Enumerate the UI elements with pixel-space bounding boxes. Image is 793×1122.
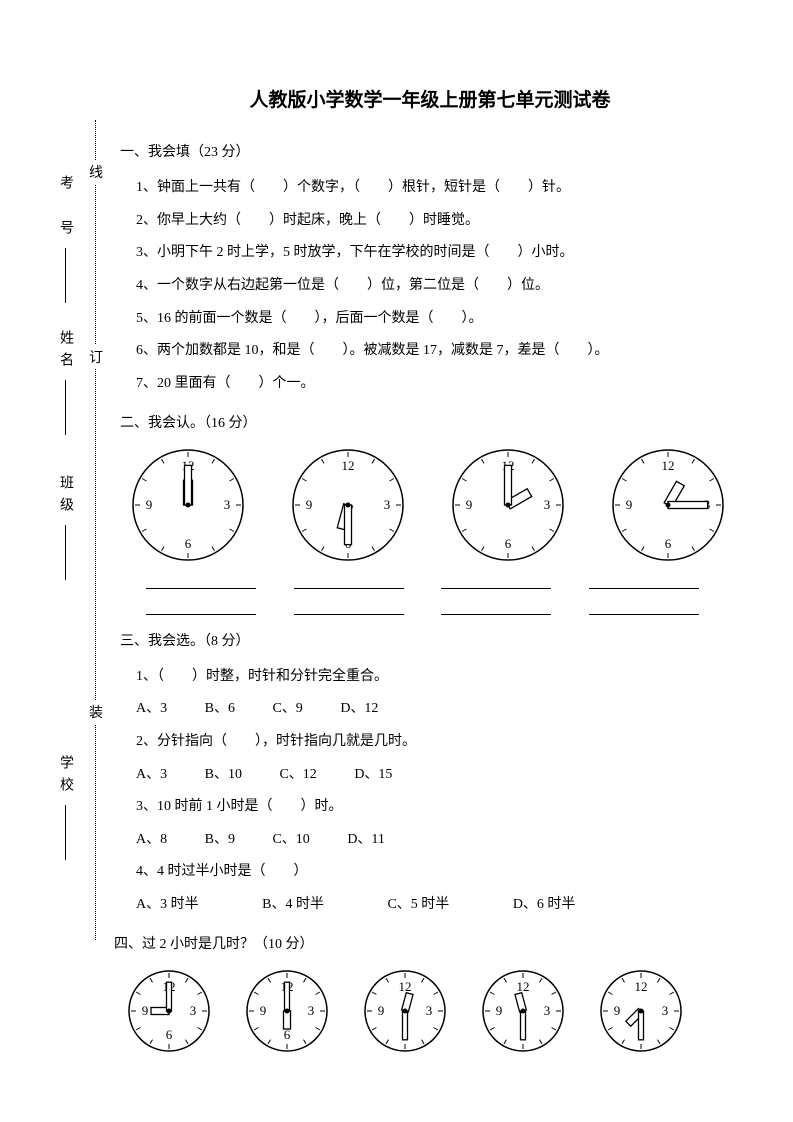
svg-text:3: 3 <box>544 1003 551 1018</box>
s3-q2-C: C、12 <box>279 762 316 789</box>
svg-text:9: 9 <box>496 1003 503 1018</box>
clock-icon: 12369 <box>244 968 330 1054</box>
s1-q5: 5、16 的前面一个数是（ ），后面一个数是（ ）。 <box>136 306 740 333</box>
s3-q2-opts: A、3 B、10 C、12 D、15 <box>136 762 740 789</box>
clock-icon: 12369 <box>290 447 406 563</box>
clock-item: 12369 <box>450 447 566 563</box>
s3-q2: 2、分针指向（ ），时针指向几就是几时。 <box>136 729 740 756</box>
s3-q4-B: B、4 时半 <box>262 892 324 919</box>
main-content: 人教版小学数学一年级上册第七单元测试卷 一、我会填（23 分） 1、钟面上一共有… <box>120 85 740 1062</box>
page-title: 人教版小学数学一年级上册第七单元测试卷 <box>120 85 740 112</box>
s3-q3-C: C、10 <box>272 827 309 854</box>
clock-icon: 12369 <box>362 968 448 1054</box>
s3-q4-opts: A、3 时半 B、4 时半 C、5 时半 D、6 时半 <box>136 892 740 919</box>
svg-text:9: 9 <box>466 497 473 512</box>
binding-char-線: 线 <box>89 160 103 184</box>
svg-text:9: 9 <box>142 1003 149 1018</box>
svg-text:6: 6 <box>166 1027 173 1042</box>
s3-q3-D: D、11 <box>347 827 385 854</box>
svg-text:3: 3 <box>224 497 231 512</box>
binding-label-xuexiao: 学校 <box>55 755 75 860</box>
s3-q4: 4、4 时过半小时是（ ） <box>136 859 740 886</box>
clock-item: 12369 <box>362 968 448 1054</box>
s3-q3: 3、10 时前 1 小时是（ ）时。 <box>136 794 740 821</box>
label-text: 姓名 <box>58 330 73 374</box>
s3-q2-B: B、10 <box>205 762 242 789</box>
s1-q6: 6、两个加数都是 10，和是（ ）。被减数是 17，减数是 7，差是（ ）。 <box>136 338 740 365</box>
svg-text:12: 12 <box>342 458 355 473</box>
svg-text:9: 9 <box>378 1003 385 1018</box>
clock-icon: 12369 <box>480 968 566 1054</box>
s3-q1-C: C、9 <box>272 696 302 723</box>
s3-q3-opts: A、8 B、9 C、10 D、11 <box>136 827 740 854</box>
clock-icon: 12369 <box>598 968 684 1054</box>
s3-q1: 1、（ ）时整，时针和分针完全重合。 <box>136 664 740 691</box>
svg-text:9: 9 <box>626 497 633 512</box>
svg-text:3: 3 <box>662 1003 669 1018</box>
section2-answer-lines-1 <box>146 573 740 589</box>
svg-text:12: 12 <box>635 979 648 994</box>
svg-text:6: 6 <box>505 536 512 551</box>
svg-text:3: 3 <box>384 497 391 512</box>
s1-q4: 4、一个数字从右边起第一位是（ ）位，第二位是（ ）位。 <box>136 273 740 300</box>
s3-q3-A: A、8 <box>136 827 167 854</box>
s3-q1-D: D、12 <box>340 696 378 723</box>
svg-text:12: 12 <box>517 979 530 994</box>
s3-q3-B: B、9 <box>205 827 235 854</box>
s1-q3: 3、小明下午 2 时上学，5 时放学，下午在学校的时间是（ ）小时。 <box>136 240 740 267</box>
s3-q4-D: D、6 时半 <box>513 892 576 919</box>
clock-item: 12369 <box>126 968 212 1054</box>
section2-clocks: 12369123691236912369 <box>130 447 740 563</box>
label-text: 班级 <box>58 475 73 519</box>
s3-q1-opts: A、3 B、6 C、9 D、12 <box>136 696 740 723</box>
svg-text:3: 3 <box>544 497 551 512</box>
section1-head: 一、我会填（23 分） <box>120 140 740 165</box>
s1-q1: 1、钟面上一共有（ ）个数字，（ ）根针，短针是（ ）针。 <box>136 175 740 202</box>
s3-q1-A: A、3 <box>136 696 167 723</box>
svg-text:9: 9 <box>614 1003 621 1018</box>
binding-char-订: 订 <box>89 345 103 369</box>
svg-text:9: 9 <box>146 497 153 512</box>
s3-q4-C: C、5 时半 <box>387 892 449 919</box>
clock-item: 12369 <box>244 968 330 1054</box>
clock-item: 12369 <box>290 447 406 563</box>
s3-q1-B: B、6 <box>205 696 235 723</box>
binding-label-banji: 班级 <box>55 475 75 580</box>
section4-head: 四、过 2 小时是几时？（10 分） <box>114 932 740 957</box>
section4-clocks: 1236912369123691236912369 <box>126 968 740 1054</box>
clock-item: 12369 <box>130 447 246 563</box>
clock-icon: 12369 <box>130 447 246 563</box>
s3-q4-A: A、3 时半 <box>136 892 199 919</box>
binding-label-xingming: 姓名 <box>55 330 75 435</box>
binding-char-装: 装 <box>89 700 103 724</box>
clock-item: 12369 <box>480 968 566 1054</box>
svg-text:6: 6 <box>665 536 672 551</box>
s1-q7: 7、20 里面有（ ）个一。 <box>136 371 740 398</box>
svg-text:6: 6 <box>185 536 192 551</box>
binding-label-kaohao: 考 号 <box>55 175 75 303</box>
page: 线 订 装 考 号 姓名 班级 学校 人教版小学数学一年级上册第七单元测试卷 一… <box>0 0 793 1122</box>
section3-head: 三、我会选。（8 分） <box>120 629 740 654</box>
svg-text:12: 12 <box>662 458 675 473</box>
clock-item: 12369 <box>610 447 726 563</box>
label-text: 学校 <box>58 755 73 799</box>
clock-icon: 12369 <box>126 968 212 1054</box>
svg-text:3: 3 <box>190 1003 197 1018</box>
clock-icon: 12369 <box>450 447 566 563</box>
s3-q2-A: A、3 <box>136 762 167 789</box>
svg-text:3: 3 <box>426 1003 433 1018</box>
section2-head: 二、我会认。（16 分） <box>120 411 740 436</box>
svg-text:3: 3 <box>308 1003 315 1018</box>
section2-answer-lines-2 <box>146 599 740 615</box>
clock-icon: 12369 <box>610 447 726 563</box>
s3-q2-D: D、15 <box>354 762 392 789</box>
svg-text:12: 12 <box>399 979 412 994</box>
svg-text:9: 9 <box>260 1003 267 1018</box>
s1-q2: 2、你早上大约（ ）时起床，晚上（ ）时睡觉。 <box>136 208 740 235</box>
clock-item: 12369 <box>598 968 684 1054</box>
binding-dotted-line <box>95 120 97 940</box>
svg-text:9: 9 <box>306 497 313 512</box>
label-text: 考 号 <box>58 175 73 242</box>
